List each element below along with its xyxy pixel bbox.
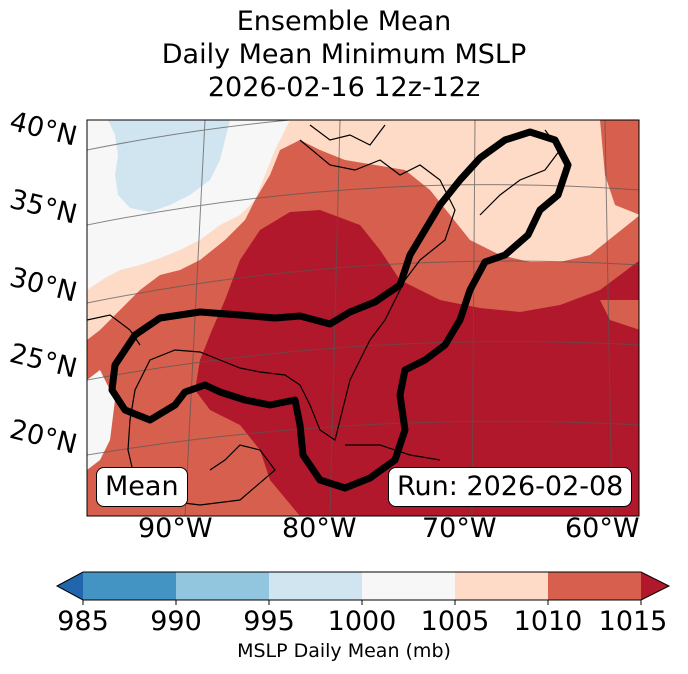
colorbar-tick-985: 985	[57, 606, 109, 637]
title-line-2: Daily Mean Minimum MSLP	[161, 39, 527, 70]
map-area	[87, 120, 639, 516]
colorbar-seg-1005	[455, 572, 548, 600]
lon-label-90w: 90°W	[138, 513, 213, 544]
run-date-box: Run: 2026-02-08	[388, 467, 633, 507]
colorbar-tick-1000: 1000	[327, 606, 397, 637]
title-line-3: 2026-02-16 12z-12z	[207, 72, 481, 103]
colorbar-extend-high	[641, 572, 669, 600]
colorbar-tick-1015: 1015	[598, 606, 668, 637]
colorbar	[55, 571, 671, 605]
colorbar-label: MSLP Daily Mean (mb)	[237, 640, 451, 662]
colorbar-extend-low	[57, 572, 83, 600]
graticule	[87, 120, 639, 516]
lon-label-60w: 60°W	[565, 513, 640, 544]
mean-label-box: Mean	[96, 467, 188, 507]
lon-label-70w: 70°W	[422, 513, 497, 544]
colorbar-seg-985	[83, 572, 176, 600]
field-1000-south	[87, 370, 115, 470]
colorbar-seg-1010	[548, 572, 641, 600]
colorbar-tick-990: 990	[150, 606, 202, 637]
colorbar-seg-995	[269, 572, 362, 600]
lon-label-80w: 80°W	[282, 513, 357, 544]
field-1010-southeast	[600, 300, 639, 330]
pressure-contour	[108, 128, 572, 492]
colorbar-tick-1010: 1010	[513, 606, 583, 637]
colorbar-tick-1005: 1005	[420, 606, 490, 637]
field-1010-northeast	[600, 120, 639, 215]
colorbar-seg-990	[176, 572, 269, 600]
map-frame	[86, 119, 640, 517]
title-line-1: Ensemble Mean	[236, 6, 452, 37]
colorbar-tick-995: 995	[243, 606, 295, 637]
colorbar-seg-1000	[362, 572, 455, 600]
field-995	[108, 120, 230, 212]
